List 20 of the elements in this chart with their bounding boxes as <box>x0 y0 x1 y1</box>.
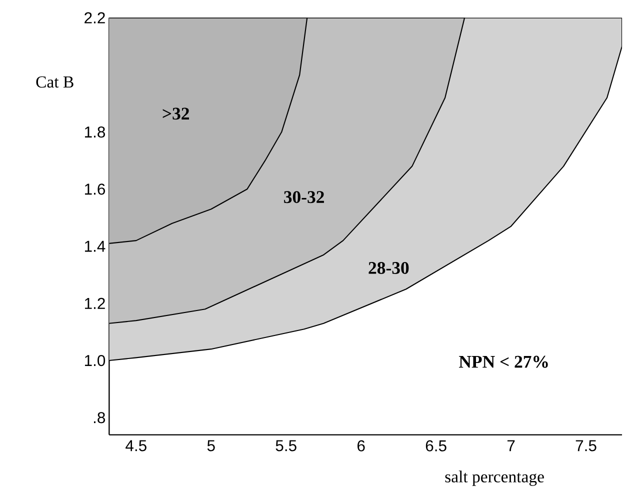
y-tick-label: 1.6 <box>84 184 105 195</box>
x-tick-label: 7.5 <box>576 440 596 452</box>
x-tick-label: 5 <box>207 440 215 452</box>
y-tick-label: 1.8 <box>84 126 106 138</box>
x-tick-label: 6 <box>358 440 365 452</box>
y-tick-label: 1.4 <box>84 240 106 252</box>
x-axis-title: salt percentage <box>445 470 544 486</box>
annotation: 30-32 <box>284 191 324 204</box>
y-tick-label: 2.2 <box>84 12 105 24</box>
x-tick-label: 5.5 <box>276 440 296 452</box>
y-tick-label: 1.0 <box>84 354 106 366</box>
annotation: NPN < 27% <box>458 356 548 368</box>
y-tick-label: .8 <box>94 412 106 424</box>
x-tick-label: 7 <box>507 440 515 452</box>
x-tick-label: 6.5 <box>426 440 446 452</box>
x-tick-label: 4.5 <box>126 440 146 452</box>
annotation: 28-30 <box>368 262 409 274</box>
annotation: >32 <box>162 108 189 120</box>
y-axis-title: Cat B <box>36 76 74 88</box>
y-tick-label: 1.2 <box>84 298 105 309</box>
